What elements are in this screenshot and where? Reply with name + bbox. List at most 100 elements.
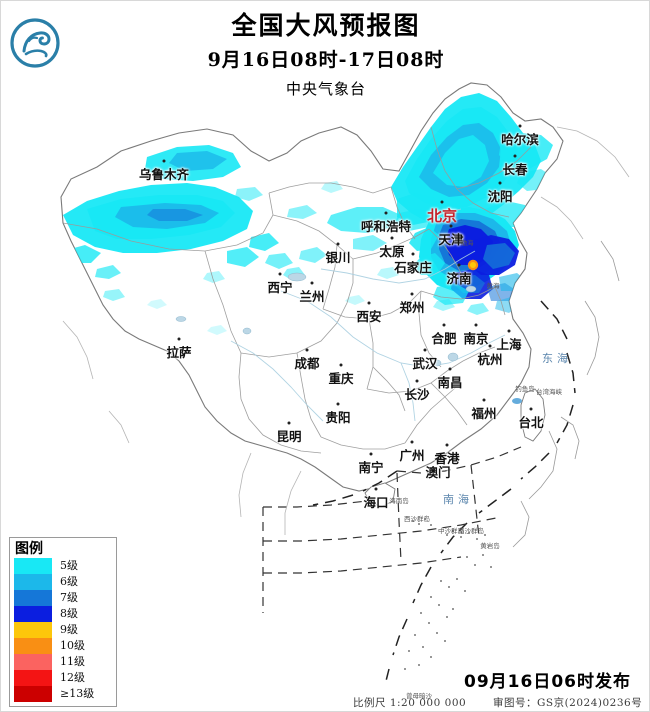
city-marker-dot bbox=[374, 487, 378, 491]
legend-label: 10级 bbox=[60, 639, 85, 652]
city-marker-dot bbox=[498, 181, 502, 185]
province-borders bbox=[62, 126, 532, 454]
city-label: 广州 bbox=[399, 448, 425, 463]
city-marker-dot bbox=[384, 211, 388, 215]
legend-swatch bbox=[14, 654, 52, 670]
legend-swatch bbox=[14, 686, 52, 702]
legend-row: 9级 bbox=[14, 622, 112, 638]
release-time: 09月16日06时发布 bbox=[464, 672, 631, 692]
islands bbox=[364, 388, 546, 508]
cma-dragon-logo bbox=[10, 18, 60, 68]
city-marker-dot bbox=[415, 379, 419, 383]
legend-row: 8级 bbox=[14, 606, 112, 622]
city-label: 拉萨 bbox=[166, 345, 192, 360]
city-label: 太原 bbox=[379, 244, 405, 259]
legend-swatch bbox=[14, 670, 52, 686]
city-label: 南宁 bbox=[358, 460, 384, 475]
city-marker-dot bbox=[423, 348, 427, 352]
city-marker-dot bbox=[410, 440, 414, 444]
city-label: 北京 bbox=[426, 207, 458, 225]
city-label: 上海 bbox=[496, 337, 522, 352]
city-marker-dot bbox=[410, 292, 414, 296]
city-marker-dot bbox=[367, 301, 371, 305]
legend-label: 9级 bbox=[60, 623, 78, 636]
city-label: 长春 bbox=[502, 162, 528, 177]
legend-label: ≥13级 bbox=[60, 687, 95, 700]
city-label: 乌鲁木齐 bbox=[138, 167, 190, 182]
minor-geo-label: 中沙群岛 bbox=[438, 527, 464, 535]
south-sea-islets bbox=[404, 518, 492, 670]
legend-row: 12级 bbox=[14, 670, 112, 686]
city-marker-dot bbox=[411, 252, 415, 256]
legend-label: 12级 bbox=[60, 671, 85, 684]
minor-geo-label: 台湾海峡 bbox=[536, 388, 562, 396]
legend-swatch bbox=[14, 574, 52, 590]
city-label: 南京 bbox=[463, 331, 489, 346]
legend-swatch bbox=[14, 622, 52, 638]
city-label: 武汉 bbox=[412, 356, 438, 371]
neighbour-coastlines bbox=[62, 126, 630, 535]
city-label: 西宁 bbox=[267, 280, 293, 295]
city-label: 兰州 bbox=[299, 289, 325, 304]
minor-geo-label: 曾母暗沙 bbox=[406, 692, 432, 700]
legend-row: 11级 bbox=[14, 654, 112, 670]
city-label: 天津 bbox=[438, 232, 464, 247]
city-marker-dot bbox=[529, 407, 533, 411]
legend-label: 7级 bbox=[60, 591, 78, 604]
city-label: 沈阳 bbox=[487, 189, 513, 204]
legend-label: 5级 bbox=[60, 559, 78, 572]
city-marker-dot bbox=[177, 337, 181, 341]
city-label: 南昌 bbox=[437, 375, 463, 390]
city-marker-dot bbox=[162, 159, 166, 163]
maritime-dashed-boundary bbox=[312, 300, 576, 686]
city-label: 长沙 bbox=[404, 387, 430, 402]
city-marker-dot bbox=[440, 200, 444, 204]
minor-geo-label: 黄岩岛 bbox=[480, 542, 500, 550]
legend-swatch bbox=[14, 558, 52, 574]
minor-geo-label: 西沙群岛 bbox=[404, 515, 430, 523]
city-label: 海口 bbox=[363, 495, 389, 510]
legend-row: 10级 bbox=[14, 638, 112, 654]
legend-rows: 5级 6级 7级 8级 9级 10级 11级 12级 ≥13级 bbox=[14, 558, 112, 702]
city-label: 成都 bbox=[294, 356, 320, 371]
legend-swatch bbox=[14, 606, 52, 622]
city-marker-dot bbox=[518, 124, 522, 128]
city-marker-dot bbox=[449, 224, 453, 228]
legend-label: 6级 bbox=[60, 575, 78, 588]
city-label: 石家庄 bbox=[394, 260, 432, 275]
map-approval-number: 审图号：GS京(2024)0236号 bbox=[493, 697, 643, 709]
city-marker-dot bbox=[442, 323, 446, 327]
city-marker-dot bbox=[488, 344, 492, 348]
city-label: 贵阳 bbox=[325, 410, 351, 425]
city-label: 福州 bbox=[471, 406, 497, 421]
city-marker-dot bbox=[336, 242, 340, 246]
map-scale: 比例尺 1:20 000 000 bbox=[353, 697, 467, 709]
legend-swatch bbox=[14, 638, 52, 654]
city-label: 香港 bbox=[434, 451, 460, 466]
legend-row: 6级 bbox=[14, 574, 112, 590]
minor-geo-label: 钓鱼岛 bbox=[515, 385, 535, 393]
city-marker-dot bbox=[339, 363, 343, 367]
lakes bbox=[175, 272, 477, 367]
city-marker-dot bbox=[436, 457, 440, 461]
city-marker-dot bbox=[278, 272, 282, 276]
city-marker-dot bbox=[369, 452, 373, 456]
minor-geo-label: 海南岛 bbox=[389, 497, 409, 505]
legend-label: 8级 bbox=[60, 607, 78, 620]
legend-label: 11级 bbox=[60, 655, 85, 668]
legend-row: 5级 bbox=[14, 558, 112, 574]
rivers bbox=[230, 208, 506, 422]
city-marker-dot bbox=[513, 154, 517, 158]
city-marker-dot bbox=[474, 323, 478, 327]
city-label: 郑州 bbox=[399, 300, 425, 315]
city-marker-dot bbox=[482, 398, 486, 402]
legend-swatch bbox=[14, 590, 52, 606]
city-label: 银川 bbox=[325, 250, 351, 265]
city-label: 昆明 bbox=[276, 429, 302, 444]
minor-geo-label: 南沙群岛 bbox=[458, 527, 484, 535]
city-marker-dot bbox=[390, 236, 394, 240]
provincial-dashed-lines bbox=[262, 446, 522, 613]
sea-label: 南海 bbox=[443, 493, 473, 506]
